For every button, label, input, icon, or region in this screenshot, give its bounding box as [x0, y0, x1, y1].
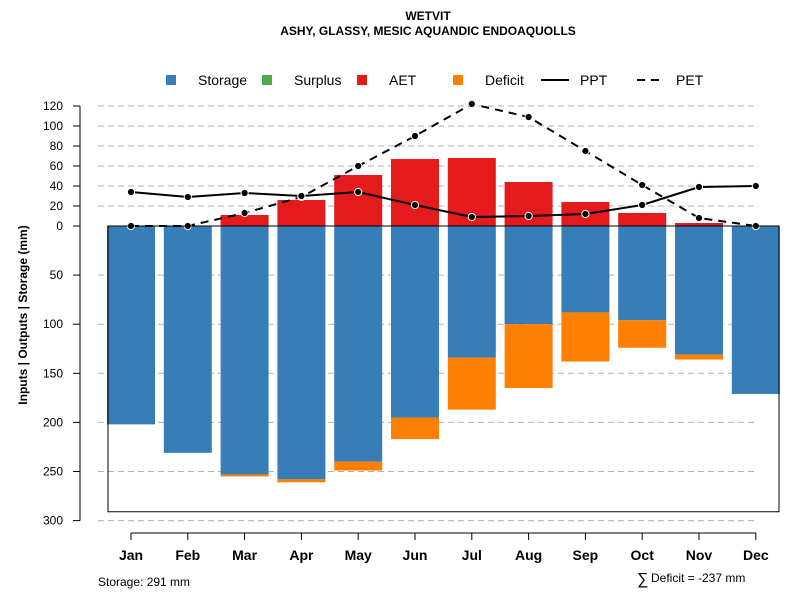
point-ppt-oct	[638, 200, 647, 210]
bar-storage-jul	[447, 226, 496, 358]
bar-deficit-jul	[447, 357, 496, 410]
point-ppt-mar	[240, 188, 249, 198]
bar-storage-apr	[277, 226, 326, 480]
bar-aet-may	[334, 175, 383, 226]
x-tick-label-may: May	[345, 547, 372, 563]
bar-storage-sep	[561, 226, 610, 313]
x-tick-label-oct: Oct	[631, 547, 655, 563]
deficit-sum-symbol: ∑	[637, 571, 648, 588]
x-tick-label-jul: Jul	[462, 547, 482, 563]
bar-storage-dec	[731, 226, 780, 394]
x-tick-label-aug: Aug	[515, 547, 542, 563]
line-pet	[131, 102, 756, 227]
legend-swatch-storage	[166, 75, 176, 85]
bar-aet-nov	[675, 223, 723, 226]
x-tick-label-jan: Jan	[119, 547, 143, 563]
chart-title: WETVIT	[405, 9, 451, 23]
axes: 0 20 40 60 80 100 120 50 100 150 200 250 300 Jan Feb Ma…	[43, 99, 780, 563]
bar-deficit-sep	[561, 312, 610, 362]
bar-storage-jun	[391, 226, 439, 418]
point-pet-jun	[410, 131, 420, 141]
bar-storage-aug	[504, 226, 553, 325]
legend-label-deficit: Deficit	[485, 72, 524, 88]
chart-subtitle: ASHY, GLASSY, MESIC AQUANDIC ENDOAQUOLLS	[280, 24, 576, 38]
bar-storage-may	[334, 226, 383, 462]
y-tick-label-top-80: 80	[50, 139, 64, 153]
y-tick-label-top-120: 120	[43, 99, 63, 113]
bar-deficit-nov	[675, 354, 723, 360]
point-pet-may	[354, 161, 363, 171]
point-ppt-aug	[524, 211, 533, 221]
legend-label-aet: AET	[389, 72, 417, 88]
x-tick-label-jun: Jun	[403, 547, 428, 563]
y-tick-label-top-40: 40	[50, 179, 64, 193]
bar-storage-feb	[163, 226, 212, 453]
storage-footer: Storage: 291 mm	[98, 575, 190, 589]
bar-storage-jan	[107, 226, 155, 425]
legend-label-storage: Storage	[198, 72, 247, 88]
y-tick-label-top-0: 0	[56, 219, 63, 233]
bar-aet-jun	[391, 159, 439, 226]
point-ppt-feb	[183, 192, 192, 202]
y-tick-label-bottom-50: 50	[50, 268, 64, 282]
bar-deficit-aug	[504, 324, 553, 389]
series-lines	[126, 99, 760, 231]
x-tick-label-mar: Mar	[232, 547, 257, 563]
x-tick-label-apr: Apr	[289, 547, 314, 563]
point-ppt-dec	[751, 181, 760, 191]
bar-storage-nov	[675, 226, 723, 355]
y-tick-label-bottom-100: 100	[43, 317, 63, 331]
bar-deficit-jun	[391, 417, 439, 440]
legend-label-surplus: Surplus	[294, 72, 341, 88]
point-ppt-may	[354, 187, 363, 197]
y-tick-label-top-100: 100	[43, 119, 63, 133]
bar-deficit-apr	[277, 479, 326, 483]
legend-label-ppt: PPT	[580, 72, 608, 88]
y-tick-label-bottom-300: 300	[43, 514, 63, 528]
y-axis-label: Inputs | Outputs | Storage (mm)	[16, 225, 30, 404]
point-ppt-sep	[581, 209, 590, 219]
point-ppt-jul	[467, 212, 476, 222]
point-ppt-jan	[126, 187, 136, 197]
point-pet-sep	[581, 146, 590, 156]
y-tick-label-bottom-200: 200	[43, 415, 63, 429]
legend: Storage Surplus AET Deficit PPT PET	[166, 72, 704, 88]
point-pet-mar	[240, 208, 249, 218]
bar-aet-oct	[618, 213, 667, 226]
point-pet-jul	[467, 99, 476, 109]
y-tick-label-top-20: 20	[50, 199, 64, 213]
bar-deficit-mar	[220, 474, 269, 477]
point-ppt-jun	[410, 200, 420, 210]
legend-swatch-deficit	[453, 75, 463, 85]
x-tick-label-sep: Sep	[573, 547, 599, 563]
x-tick-label-nov: Nov	[686, 547, 713, 563]
x-tick-label-feb: Feb	[175, 547, 200, 563]
bars	[107, 158, 780, 483]
legend-label-pet: PET	[676, 72, 704, 88]
point-pet-aug	[524, 112, 533, 122]
point-ppt-apr	[297, 191, 306, 201]
bar-deficit-may	[334, 461, 383, 471]
y-tick-label-bottom-250: 250	[43, 465, 63, 479]
point-pet-nov	[694, 213, 704, 223]
bar-storage-mar	[220, 226, 269, 475]
bar-storage-oct	[618, 226, 667, 321]
bar-aet-mar	[220, 215, 269, 226]
point-ppt-nov	[694, 182, 704, 192]
legend-swatch-aet	[357, 75, 367, 85]
bar-aet-apr	[277, 200, 326, 226]
deficit-footer: Deficit = -237 mm	[651, 571, 745, 585]
point-pet-oct	[638, 180, 647, 190]
line-ppt	[130, 185, 756, 219]
bar-deficit-oct	[618, 320, 667, 348]
y-tick-label-top-60: 60	[50, 159, 64, 173]
y-tick-label-bottom-150: 150	[43, 366, 63, 380]
legend-swatch-surplus	[262, 75, 272, 85]
x-tick-label-dec: Dec	[743, 547, 769, 563]
